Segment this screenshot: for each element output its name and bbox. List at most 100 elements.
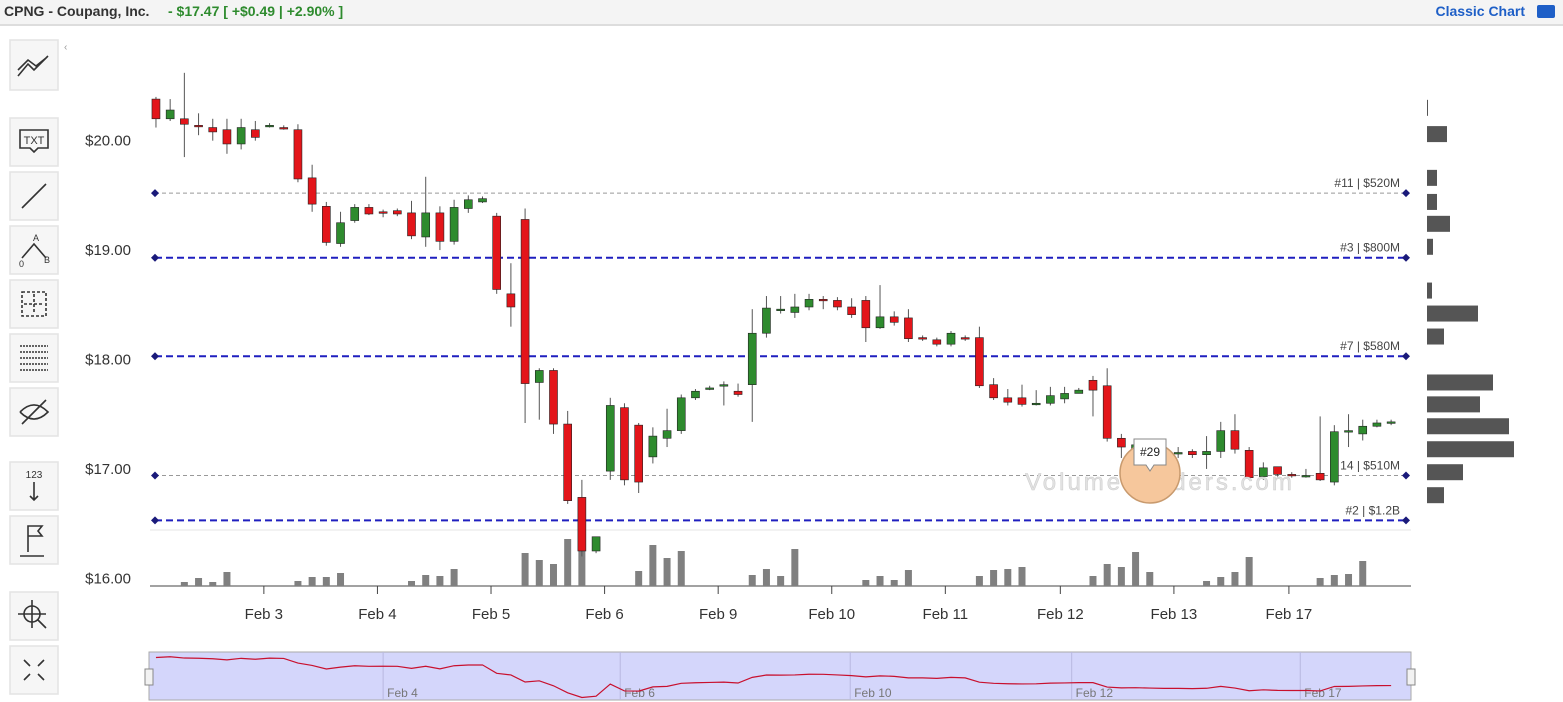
volume-bar bbox=[791, 549, 799, 586]
y-tick-label: $17.00 bbox=[85, 461, 131, 478]
volume-bar bbox=[1117, 567, 1125, 586]
tool-icon bbox=[21, 242, 47, 259]
profile-bar bbox=[1427, 464, 1463, 481]
volume-bar bbox=[294, 581, 302, 586]
candle-body bbox=[691, 390, 700, 399]
candle-body bbox=[1074, 389, 1084, 394]
profile-bar bbox=[1427, 418, 1509, 435]
y-tick-label: $18.00 bbox=[85, 352, 131, 369]
candle-body bbox=[605, 405, 615, 472]
candle-body bbox=[520, 219, 530, 384]
candle-body bbox=[1060, 393, 1069, 400]
candle-body bbox=[322, 206, 331, 243]
candle-body bbox=[1273, 466, 1282, 475]
tool-label: A bbox=[33, 233, 39, 243]
level-marker bbox=[151, 189, 159, 198]
tool-button[interactable] bbox=[9, 225, 59, 275]
candle-body bbox=[946, 332, 956, 345]
candle-body bbox=[1287, 474, 1297, 477]
profile-bar bbox=[1427, 238, 1433, 255]
navigator[interactable] bbox=[148, 651, 1412, 701]
volume-bar bbox=[209, 582, 217, 586]
level-label: 14 | $510M bbox=[1340, 458, 1400, 472]
navigator-line bbox=[155, 656, 1392, 699]
volume-bar bbox=[1103, 564, 1111, 586]
candle-body bbox=[1344, 430, 1353, 433]
candle-body bbox=[1188, 451, 1197, 455]
x-tick-label: Feb 6 bbox=[585, 606, 623, 623]
candle-body bbox=[549, 370, 558, 425]
x-tick-label: Feb 13 bbox=[1151, 606, 1198, 623]
candle-body bbox=[719, 384, 729, 387]
navigator-label: Feb 10 bbox=[854, 686, 892, 700]
link-icon[interactable] bbox=[1537, 5, 1555, 18]
volume-bar bbox=[904, 570, 912, 586]
tool-button[interactable] bbox=[9, 645, 59, 695]
level-marker bbox=[1402, 352, 1410, 361]
tool-label: TXT bbox=[24, 135, 45, 147]
candle-body bbox=[1358, 425, 1368, 435]
volume-bar bbox=[322, 577, 330, 586]
candle-body bbox=[1315, 472, 1325, 481]
candle-body bbox=[847, 306, 856, 315]
volume-bar bbox=[223, 572, 231, 586]
event-callout bbox=[1133, 438, 1167, 472]
classic-chart-link[interactable]: Classic Chart bbox=[1435, 3, 1525, 19]
x-tick-label: Feb 4 bbox=[358, 606, 396, 623]
candle-body bbox=[676, 397, 686, 431]
navigator-label: Feb 17 bbox=[1304, 686, 1342, 700]
profile-bar bbox=[1427, 374, 1493, 391]
candle-body bbox=[861, 300, 871, 329]
candle-body bbox=[236, 127, 246, 145]
candle-body bbox=[478, 198, 487, 203]
level-label: #11 | $520M bbox=[1334, 176, 1400, 190]
candle-body bbox=[577, 497, 587, 552]
volume-bar bbox=[663, 558, 671, 586]
candle-body bbox=[293, 129, 303, 180]
candle-body bbox=[464, 199, 473, 209]
candle-body bbox=[1230, 430, 1240, 450]
volume-bar bbox=[777, 576, 785, 586]
tool-label: B bbox=[44, 255, 50, 265]
volume-bar bbox=[990, 570, 998, 586]
volume-bar bbox=[408, 581, 416, 586]
volume-bar bbox=[975, 576, 983, 586]
candle-body bbox=[591, 536, 601, 552]
x-tick-label: Feb 11 bbox=[923, 606, 969, 623]
candle-body bbox=[222, 129, 232, 145]
candle-body bbox=[336, 222, 345, 244]
candle-body bbox=[620, 407, 629, 481]
collapse[interactable]: ‹ bbox=[64, 42, 67, 53]
candle-body bbox=[151, 98, 161, 120]
tool-label: 123 bbox=[26, 470, 43, 481]
volume-bar bbox=[436, 576, 444, 586]
volume-bar bbox=[1203, 581, 1211, 586]
candle-body bbox=[1003, 397, 1013, 403]
candle-body bbox=[960, 337, 970, 340]
volume-bar bbox=[1245, 557, 1253, 586]
candle-body bbox=[350, 207, 360, 221]
volume-bar bbox=[549, 564, 557, 586]
navigator-handle[interactable] bbox=[144, 668, 154, 686]
candle-body bbox=[1301, 475, 1311, 478]
profile-bar bbox=[1427, 193, 1437, 210]
y-tick-label: $16.00 bbox=[85, 570, 131, 587]
tool-button[interactable] bbox=[9, 591, 59, 641]
volume-bar bbox=[337, 573, 345, 586]
navigator-handle[interactable] bbox=[1406, 668, 1416, 686]
navigator-label: Feb 12 bbox=[1076, 686, 1114, 700]
navigator-label: Feb 6 bbox=[624, 686, 655, 700]
candle-body bbox=[904, 317, 913, 340]
candle-body bbox=[563, 423, 572, 501]
tool-button[interactable] bbox=[9, 117, 59, 167]
candle-body bbox=[1386, 421, 1396, 424]
volume-bar bbox=[1359, 561, 1367, 586]
x-tick-label: Feb 12 bbox=[1037, 606, 1084, 623]
level-label: #2 | $1.2B bbox=[1346, 503, 1401, 517]
x-tick-label: Feb 10 bbox=[808, 606, 855, 623]
candle-body bbox=[1088, 379, 1098, 391]
volume-bar bbox=[422, 575, 430, 586]
candle-body bbox=[407, 212, 416, 237]
candle-body bbox=[1017, 397, 1027, 405]
